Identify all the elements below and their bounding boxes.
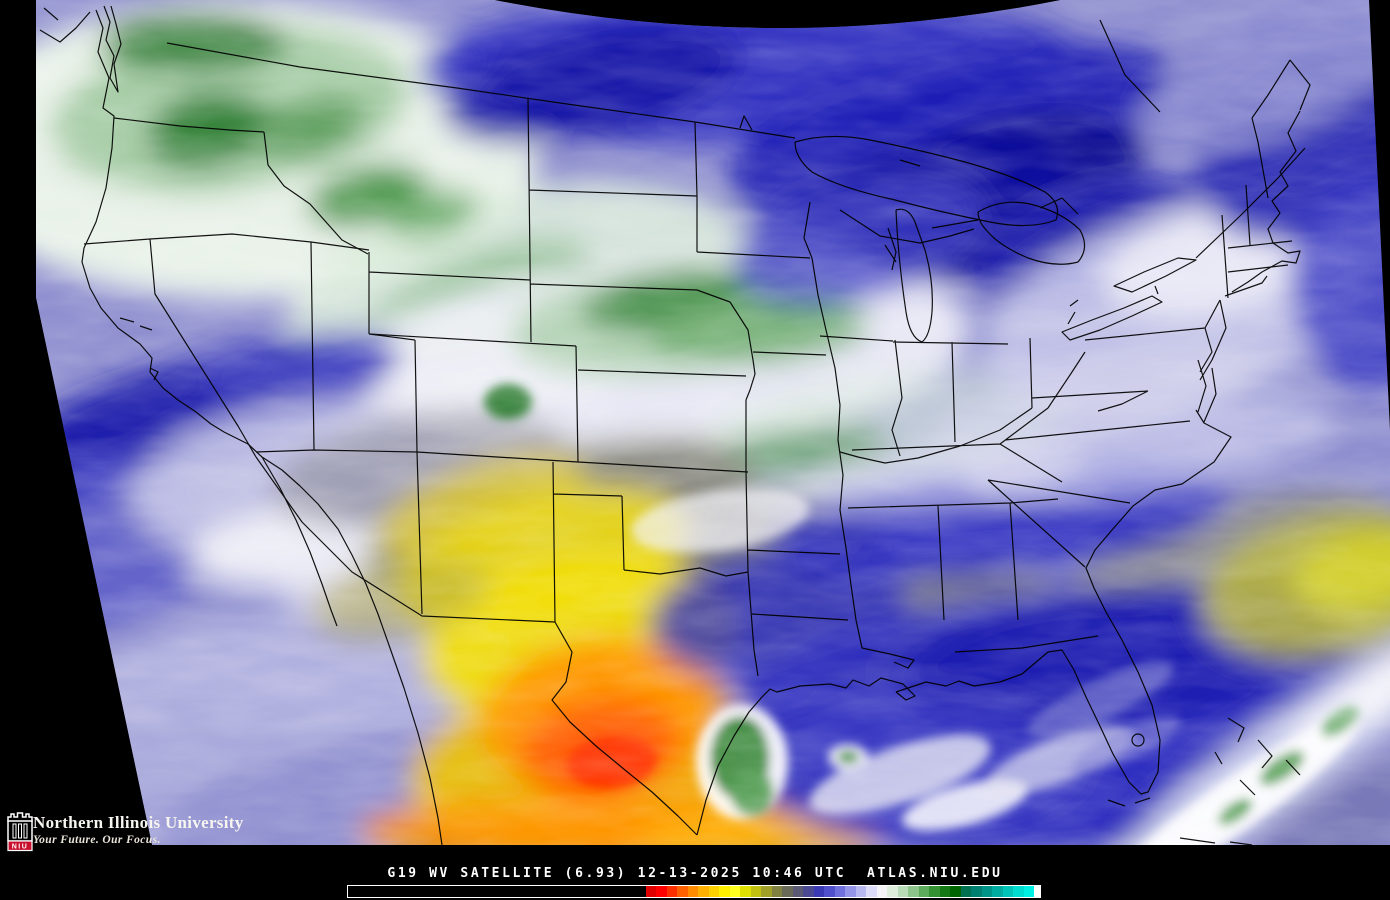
cloud-texture	[36, 0, 1390, 845]
colorbar-step	[1013, 886, 1024, 897]
university-name: Northern Illinois University	[33, 813, 244, 832]
colorbar-step	[771, 886, 783, 897]
footer-bar: NIU Northern Illinois University Your Fu…	[0, 812, 1390, 900]
colorbar-step	[887, 886, 898, 897]
satellite-map	[36, 0, 1390, 845]
satellite-caption: G19 WV SATELLITE (6.93) 12-13-2025 10:46…	[387, 866, 1003, 881]
colorbar-step	[813, 886, 825, 897]
colorbar-step	[645, 886, 657, 897]
colorbar-step	[855, 886, 867, 897]
colorbar-step	[939, 886, 951, 897]
colorbar-scale	[347, 885, 1041, 898]
colorbar-step	[782, 886, 793, 897]
colorbar-step	[929, 886, 940, 897]
colorbar-step	[971, 886, 982, 897]
colorbar-step	[908, 886, 919, 897]
colorbar-step	[740, 886, 751, 897]
niu-logo-acronym: NIU	[12, 844, 29, 851]
niu-logo-icon: NIU	[7, 812, 33, 852]
colorbar-step	[677, 886, 688, 897]
colorbar-step	[876, 886, 888, 897]
state-borders	[39, 5, 1311, 845]
satellite-image	[36, 0, 1390, 845]
colorbar-step	[1023, 886, 1035, 897]
colorbar-step	[866, 886, 877, 897]
colorbar-step	[834, 886, 846, 897]
colorbar-step	[918, 886, 930, 897]
colorbar-step	[792, 886, 804, 897]
colorbar-step	[845, 886, 856, 897]
colorbar-step	[687, 886, 699, 897]
colorbar-step	[992, 886, 1003, 897]
colorbar-step	[656, 886, 667, 897]
colorbar-step	[981, 886, 993, 897]
colorbar-step	[708, 886, 720, 897]
colorbar-step	[729, 886, 741, 897]
colorbar-black-segment	[348, 886, 646, 897]
colorbar-step	[960, 886, 972, 897]
colorbar-step	[719, 886, 730, 897]
colorbar-step	[750, 886, 762, 897]
colorbar-step	[1002, 886, 1014, 897]
colorbar-step	[897, 886, 909, 897]
projection-edge-mask	[495, 0, 1390, 430]
water-vapor-field	[36, 0, 1390, 845]
colorbar-end-cap	[1034, 886, 1041, 897]
colorbar-step	[666, 886, 678, 897]
colorbar-step	[761, 886, 772, 897]
colorbar-step	[824, 886, 835, 897]
university-tagline: Your Future. Our Focus.	[33, 834, 161, 846]
colorbar-step	[803, 886, 814, 897]
colorbar-step	[950, 886, 961, 897]
colorbar-step	[698, 886, 709, 897]
